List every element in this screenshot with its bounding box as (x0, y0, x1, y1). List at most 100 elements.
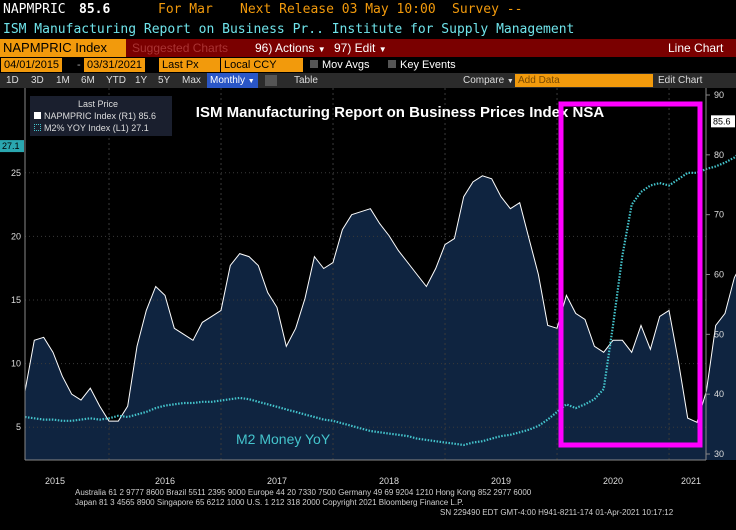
x-tick-label: 2019 (491, 476, 511, 486)
suggested-charts-label: Suggested Charts (132, 41, 229, 55)
currency: Local CCY (224, 59, 277, 71)
suggested-charts-button[interactable]: Suggested Charts (132, 39, 228, 57)
edit-label: 97) Edit (334, 41, 376, 55)
x-tick-label: 2015 (45, 476, 65, 486)
left-tick-label: 5 (16, 422, 21, 432)
period-6m[interactable]: 6M (81, 75, 95, 86)
right-tick-label: 70 (714, 210, 724, 220)
caret-down-icon: ▼ (378, 45, 387, 54)
left-tick-label: 10 (11, 359, 21, 369)
toolbar: NAPMPRIC Index Suggested Charts 96) Acti… (0, 39, 736, 57)
legend: Last Price NAPMPRIC Index (R1) 85.6 M2% … (30, 96, 172, 136)
x-tick-label: 2016 (155, 476, 175, 486)
period-5y[interactable]: 5Y (158, 75, 171, 86)
frequency-dropdown[interactable]: Monthly ▼ (207, 73, 258, 88)
right-tick-label: 80 (714, 150, 724, 160)
date-separator: - (77, 59, 81, 71)
series1-label: NAPMPRIC Index (R1) 85.6 (44, 111, 157, 121)
security-label: NAPMPRIC Index (3, 40, 108, 55)
next-release: Next Release 03 May 10:00 (240, 2, 436, 17)
survey: Survey -- (452, 2, 523, 17)
checkbox-icon (388, 60, 396, 68)
actions-menu[interactable]: 96) Actions ▼ (255, 39, 326, 57)
edit-menu[interactable]: 97) Edit ▼ (334, 39, 387, 57)
mov-avgs-toggle[interactable]: Mov Avgs (310, 58, 370, 72)
checkbox-icon (310, 60, 318, 68)
series-annotation: M2 Money YoY (236, 431, 331, 447)
x-tick-label: 2020 (603, 476, 623, 486)
caret-down-icon: ▼ (317, 45, 326, 54)
settings-bar: 04/01/2015 - 03/31/2021 Last Px Local CC… (0, 57, 736, 73)
footer-line3: SN 229490 EDT GMT-4:00 H941-8211-174 01-… (440, 508, 674, 517)
footer-line1: Australia 61 2 9777 8600 Brazil 5511 239… (75, 488, 532, 497)
chart-title: ISM Manufacturing Report on Business Pri… (196, 104, 605, 121)
footer-line2: Japan 81 3 4565 8900 Singapore 65 6212 1… (75, 498, 464, 507)
currency-field[interactable]: Local CCY (221, 58, 303, 72)
view-label: Line Chart (668, 41, 724, 55)
view-mode[interactable]: Line Chart (668, 39, 723, 57)
highlight-box (558, 101, 703, 448)
start-date: 04/01/2015 (4, 59, 60, 71)
period-1d[interactable]: 1D (6, 75, 19, 86)
x-tick-label: 2021 (681, 476, 701, 486)
actions-label: 96) Actions (255, 41, 315, 55)
ticker: NAPMPRIC (3, 2, 66, 17)
compare-label: Compare (463, 75, 505, 86)
right-tick-label: 90 (714, 90, 724, 100)
header-bar: NAPMPRIC 85.6 For Mar Next Release 03 Ma… (0, 0, 736, 20)
description-bar: ISM Manufacturing Report on Business Pr.… (0, 20, 736, 39)
period: For Mar (158, 2, 213, 17)
right-tick-label: 60 (714, 270, 724, 280)
period-max[interactable]: Max (182, 75, 201, 86)
frequency-label: Monthly (210, 75, 246, 86)
series2-swatch-icon (34, 124, 41, 131)
series2-label: M2% YOY Index (L1) 27.1 (44, 123, 149, 133)
chart-svg: 5 10 15 20 25 30 40 50 60 70 80 90 2015 2016 2017 2018 2… (0, 88, 736, 486)
start-date-field[interactable]: 04/01/2015 (1, 58, 63, 72)
right-tick-label: 40 (714, 389, 724, 399)
x-tick-label: 2017 (267, 476, 287, 486)
left-tick-label: 20 (11, 231, 21, 241)
left-tick-label: 25 (11, 168, 21, 178)
end-date: 03/31/2021 (87, 59, 143, 71)
period-ytd[interactable]: YTD (106, 75, 126, 86)
end-date-field[interactable]: 03/31/2021 (84, 58, 146, 72)
chart-area: 5 10 15 20 25 30 40 50 60 70 80 90 2015 2016 2017 2018 2… (0, 88, 736, 488)
legend-series1: NAPMPRIC Index (R1) 85.6 (34, 111, 156, 121)
key-events-label: Key Events (400, 59, 456, 71)
edit-chart-label: Edit Chart (658, 75, 703, 86)
right-tick-label: 30 (714, 449, 724, 459)
period-3d[interactable]: 3D (31, 75, 44, 86)
left-last-value: 27.1 (2, 141, 20, 151)
period-1y[interactable]: 1Y (135, 75, 148, 86)
legend-title: Last Price (78, 99, 119, 109)
mov-avgs-label: Mov Avgs (322, 59, 370, 71)
right-last-value: 85.6 (713, 116, 731, 126)
header-value: 85.6 (79, 2, 111, 17)
security-field[interactable]: NAPMPRIC Index (0, 39, 126, 57)
add-data-placeholder: Add Data (518, 75, 560, 86)
series1-area (25, 175, 736, 460)
price: Last Px (162, 59, 199, 71)
legend-series2: M2% YOY Index (L1) 27.1 (34, 123, 149, 133)
right-tick-label: 50 (714, 329, 724, 339)
series1-swatch-icon (34, 112, 41, 119)
price-field[interactable]: Last Px (159, 58, 220, 72)
series1-line (24, 175, 736, 423)
right-last-value-badge (711, 115, 735, 128)
x-tick-label: 2018 (379, 476, 399, 486)
edit-chart-button[interactable]: Edit Chart (658, 73, 702, 88)
caret-down-icon: ▼ (506, 78, 514, 85)
footer: Australia 61 2 9777 8600 Brazil 5511 239… (0, 488, 736, 530)
caret-down-icon: ▼ (247, 78, 255, 85)
periods-bar: 1D 3D 1M 6M YTD 1Y 5Y Max Monthly ▼ Tabl… (0, 73, 736, 88)
period-1m[interactable]: 1M (56, 75, 70, 86)
left-last-value-badge (0, 140, 24, 153)
chart-type-icon[interactable] (265, 75, 277, 86)
table-button[interactable]: Table (294, 75, 318, 86)
add-data-input[interactable]: Add Data (515, 74, 653, 87)
left-tick-label: 15 (11, 295, 21, 305)
key-events-toggle[interactable]: Key Events (388, 58, 456, 72)
description: ISM Manufacturing Report on Business Pr.… (3, 22, 575, 37)
compare-menu[interactable]: Compare ▼ (463, 73, 514, 88)
